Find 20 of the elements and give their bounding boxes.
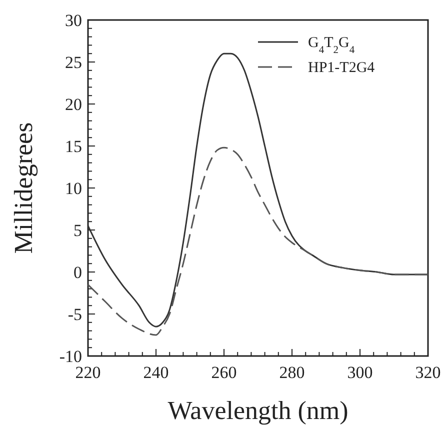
y-tick-label: -5 [68, 305, 82, 324]
y-tick-label: 30 [65, 11, 82, 30]
y-tick-label: 10 [65, 179, 82, 198]
legend-label: HP1-T2G4 [308, 60, 376, 76]
line-series [87, 146, 429, 336]
x-tick-label: 280 [279, 363, 305, 382]
x-tick-label: 260 [211, 363, 237, 382]
y-tick-label: 20 [65, 95, 82, 114]
y-tick-label: 5 [74, 221, 82, 240]
y-axis-title: Millidegrees [9, 122, 38, 254]
legend-label: G$_{4}$T$_{2}$G$_{4}$ [308, 35, 356, 56]
y-tick-label: 25 [65, 53, 82, 72]
y-tick-label: 15 [65, 137, 82, 156]
x-axis-title: Wavelength (nm) [168, 396, 348, 425]
x-tick-label: 220 [75, 363, 101, 382]
y-tick-label: -10 [59, 347, 82, 366]
x-tick-label: 240 [143, 363, 169, 382]
x-tick-label: 320 [415, 363, 441, 382]
y-tick-label: 0 [74, 263, 82, 282]
x-tick-label: 300 [347, 363, 373, 382]
